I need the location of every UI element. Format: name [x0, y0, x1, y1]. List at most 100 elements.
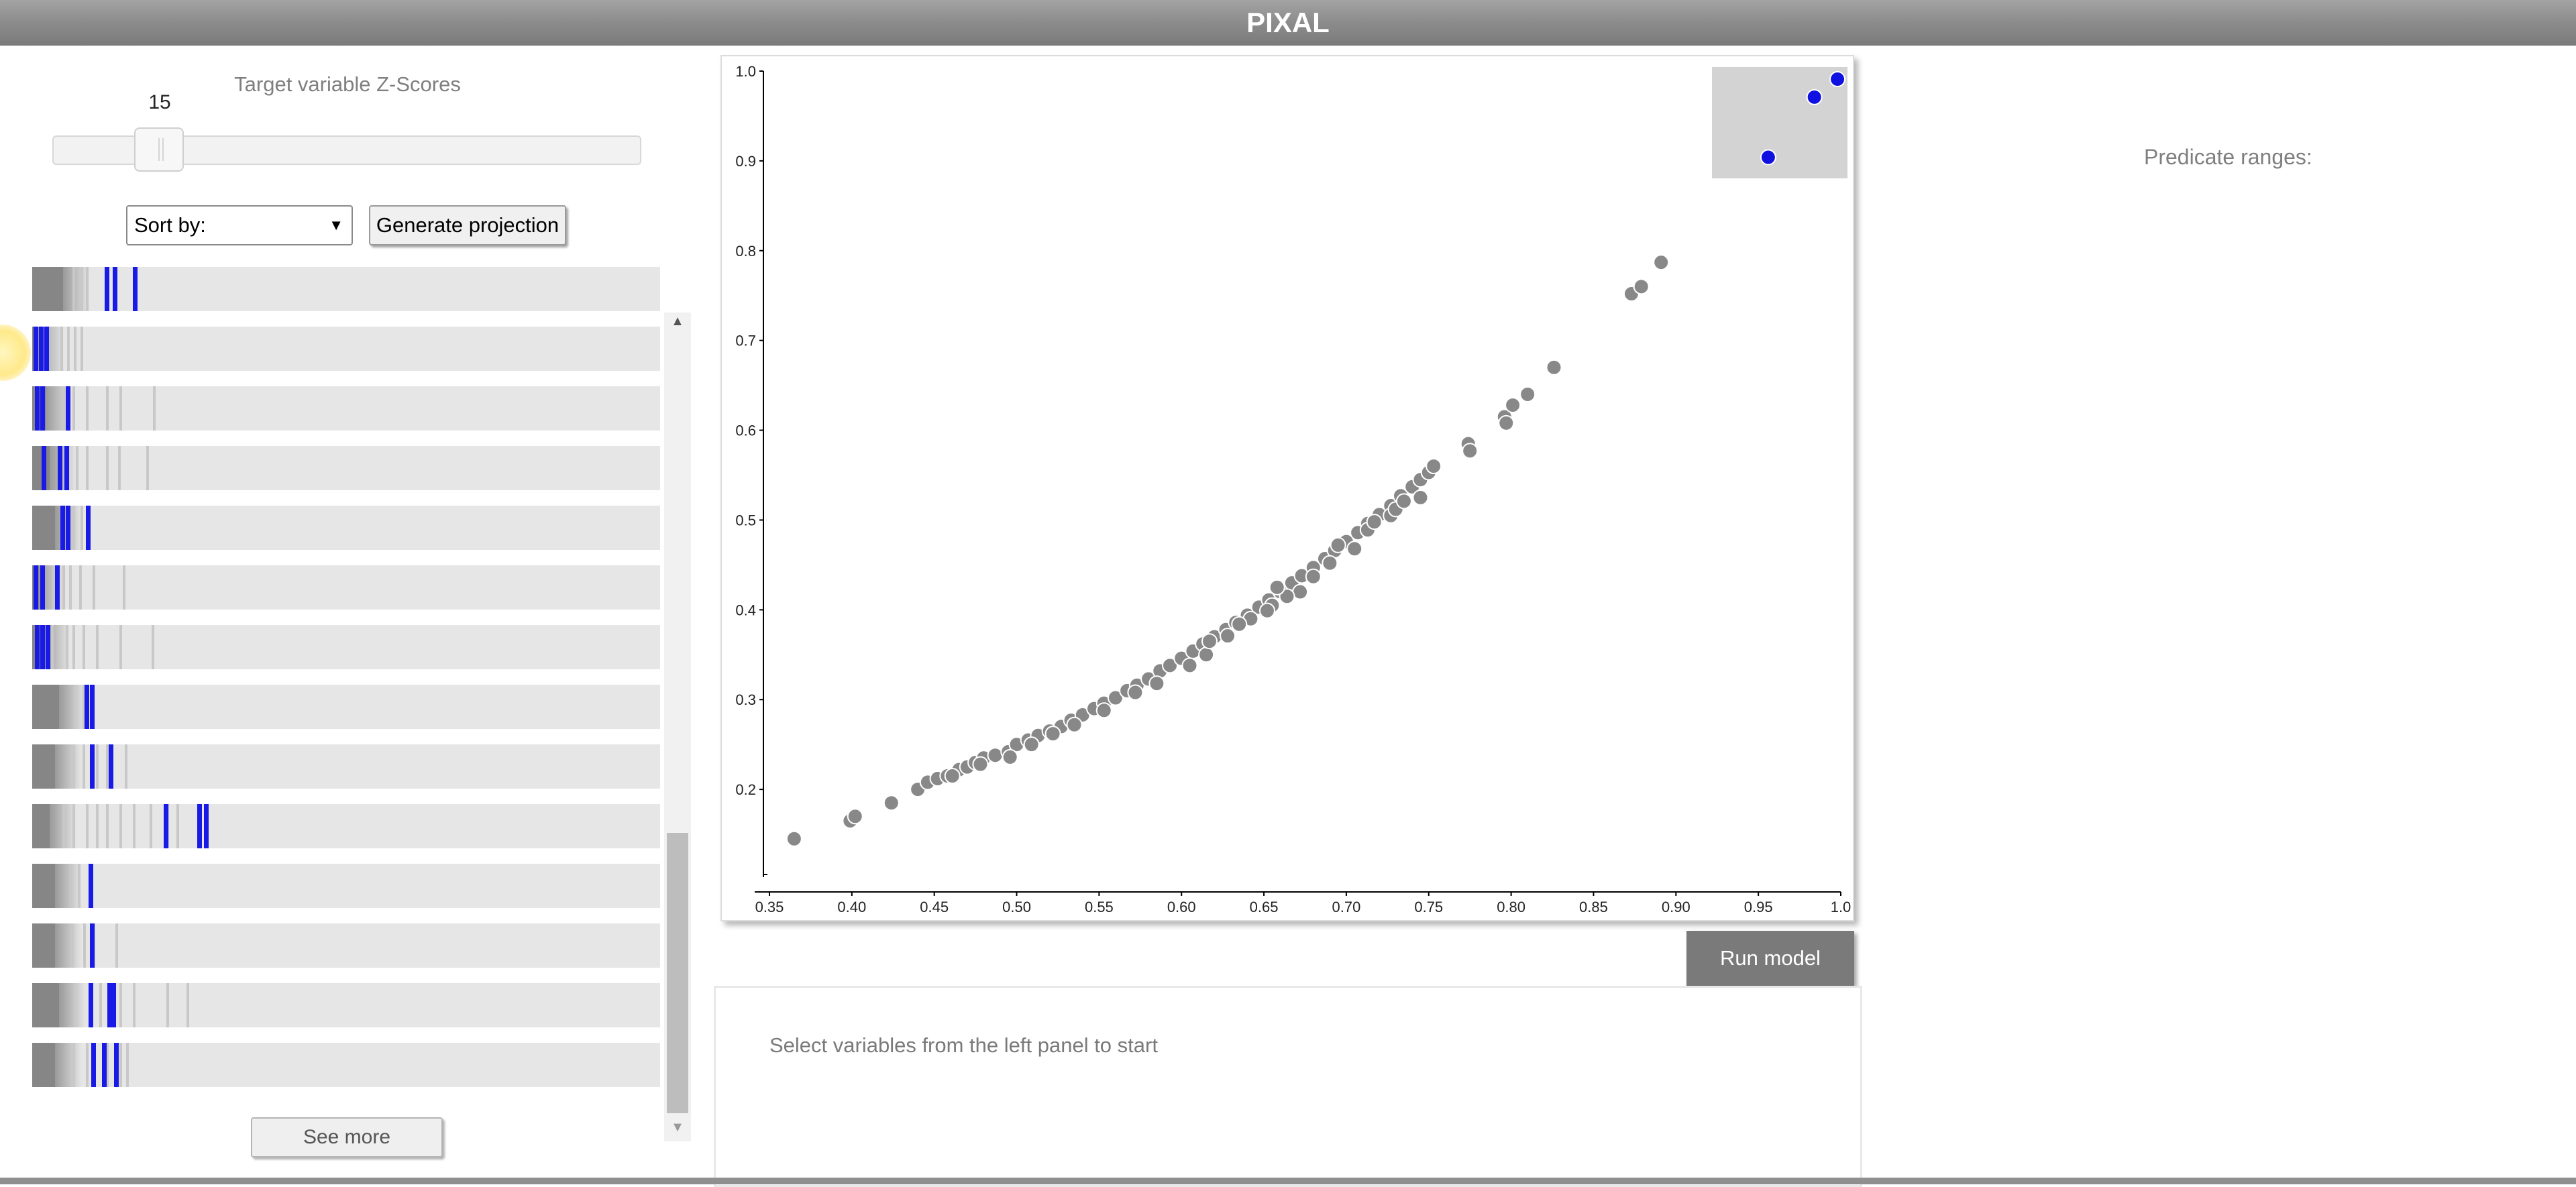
distribution-fade	[63, 267, 90, 311]
distribution-tick	[146, 446, 149, 490]
variable-row[interactable]	[32, 744, 660, 789]
zscore-title: Target variable Z-Scores	[234, 72, 461, 96]
scatter-point	[1653, 254, 1670, 271]
target-zscore-line	[86, 506, 91, 550]
variable-row[interactable]	[32, 446, 660, 490]
distribution-tick	[96, 804, 99, 848]
scatter-point	[1002, 748, 1018, 765]
target-zscore-line	[89, 983, 93, 1027]
distribution-tick	[106, 386, 109, 431]
run-model-button[interactable]: Run model	[1686, 931, 1854, 986]
distribution-tick	[123, 565, 125, 610]
distribution-tick	[72, 386, 75, 431]
slider-value: 15	[148, 91, 171, 113]
variable-row[interactable]	[32, 386, 660, 431]
distribution-tick	[153, 386, 156, 431]
variable-list-scrollbar[interactable]: ▲ ▼	[664, 313, 691, 1141]
predicate-ranges-title: Predicate ranges:	[2144, 145, 2312, 169]
target-zscore-line	[55, 565, 60, 610]
distribution-tick	[83, 744, 85, 789]
distribution-tick	[133, 983, 136, 1027]
distribution-tick	[74, 983, 76, 1027]
target-zscore-line	[89, 864, 93, 908]
distribution-tick	[67, 327, 70, 371]
variable-row[interactable]	[32, 506, 660, 550]
distribution-tick	[78, 864, 80, 908]
target-zscore-line	[60, 506, 65, 550]
scatter-point	[1231, 616, 1248, 632]
scatter-point	[972, 756, 989, 773]
variable-row[interactable]	[32, 565, 660, 610]
distribution-tick	[79, 565, 82, 610]
selected-point	[1806, 89, 1823, 105]
distribution-tick	[72, 506, 75, 550]
scatter-plot-panel: 0.2 0.3 0.4 0.5 0.6 0.7 0.8 0.9 1.0 0.35 0.40 0.45 0…	[720, 55, 1854, 921]
distribution-tick	[106, 804, 109, 848]
distribution-tick	[72, 267, 75, 311]
variable-row[interactable]	[32, 983, 660, 1027]
distribution-fade	[59, 983, 86, 1027]
variable-row[interactable]	[32, 267, 660, 311]
distribution-tick	[80, 267, 83, 311]
scatter-point	[1107, 689, 1124, 706]
target-zscore-line	[42, 446, 46, 490]
variable-row[interactable]	[32, 804, 660, 848]
distribution-tick	[133, 804, 136, 848]
target-zscore-line	[34, 327, 38, 371]
distribution-tick	[86, 386, 89, 431]
x-tick-label: 0.55	[1085, 899, 1114, 915]
variable-row[interactable]	[32, 864, 660, 908]
distribution-tick	[119, 625, 122, 669]
scroll-up-arrow-icon[interactable]: ▲	[671, 314, 684, 329]
variable-row[interactable]	[32, 1043, 660, 1087]
distribution-tick	[80, 327, 83, 371]
target-zscore-line	[114, 1043, 119, 1087]
scatter-point	[1162, 657, 1179, 674]
variable-row[interactable]	[32, 923, 660, 968]
distribution-tick	[150, 804, 152, 848]
scrollbar-thumb[interactable]	[667, 833, 688, 1113]
dropdown-arrow-icon: ▼	[329, 217, 343, 233]
sort-by-label: Sort by:	[134, 213, 206, 237]
app-title: PIXAL	[1246, 7, 1330, 38]
scatter-plot[interactable]: 0.2 0.3 0.4 0.5 0.6 0.7 0.8 0.9 1.0 0.35 0.40 0.45 0…	[722, 56, 1853, 920]
distribution-tick	[106, 446, 109, 490]
distribution-tick	[166, 983, 169, 1027]
scatter-point	[1498, 414, 1515, 431]
see-more-button[interactable]: See more	[251, 1117, 443, 1157]
scatter-point	[883, 795, 900, 811]
scroll-down-arrow-icon[interactable]: ▼	[671, 1120, 684, 1135]
target-zscore-line	[64, 446, 69, 490]
target-zscore-line	[90, 923, 95, 968]
distribution-fade	[55, 864, 82, 908]
scatter-point	[1633, 278, 1650, 295]
variable-row[interactable]	[32, 327, 660, 371]
distribution-tick	[119, 983, 122, 1027]
distribution-tick	[152, 625, 154, 669]
distribution-tick	[115, 923, 118, 968]
variable-row[interactable]	[32, 625, 660, 669]
distribution-fade	[50, 446, 76, 490]
scatter-point	[1066, 716, 1083, 733]
variable-row[interactable]	[32, 685, 660, 729]
x-tick-label: 0.65	[1250, 899, 1279, 915]
generate-projection-button[interactable]: Generate projection	[369, 205, 566, 245]
selected-point	[1760, 149, 1776, 166]
distribution-core	[32, 983, 59, 1027]
target-zscore-line	[90, 685, 95, 729]
scatter-point	[1519, 386, 1536, 402]
y-tick-label: 1.0	[735, 63, 756, 80]
x-tick-label: 0.35	[755, 899, 784, 915]
model-panel: Select variables from the left panel to …	[714, 986, 1862, 1187]
target-zscore-line	[197, 804, 202, 848]
sort-by-select[interactable]: Sort by: ▼	[126, 205, 353, 245]
target-zscore-line	[35, 625, 40, 669]
distribution-tick	[83, 923, 86, 968]
y-tick-label: 0.5	[735, 512, 756, 528]
distribution-tick	[96, 625, 99, 669]
distribution-tick	[72, 1043, 75, 1087]
y-tick-label: 0.3	[735, 691, 756, 708]
zscore-slider-handle[interactable]	[134, 127, 184, 172]
target-zscore-line	[102, 1043, 107, 1087]
model-panel-message: Select variables from the left panel to …	[769, 1033, 1158, 1057]
